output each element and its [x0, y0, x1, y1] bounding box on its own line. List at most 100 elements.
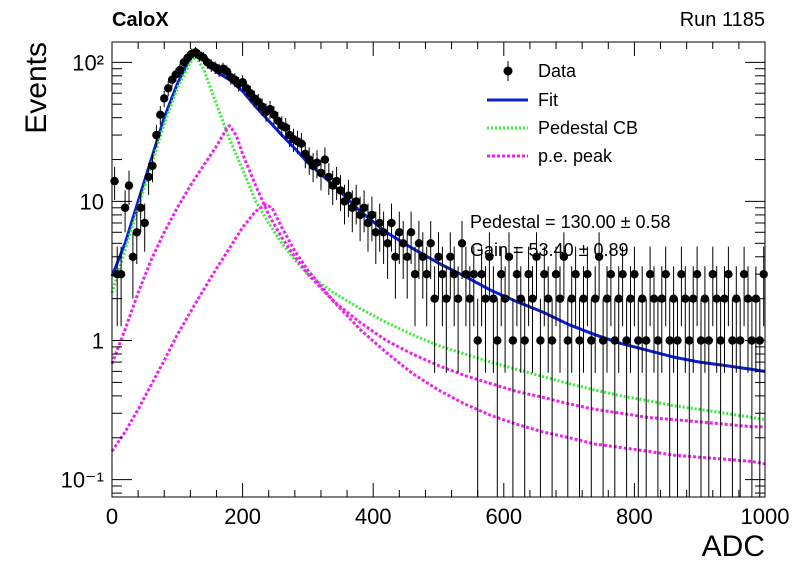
stats-gain: Gain = 53.40 ± 0.89: [470, 240, 629, 260]
data-point: [485, 232, 494, 299]
data-point: [540, 246, 549, 327]
data-marker: [371, 228, 380, 237]
data-point: [532, 232, 541, 299]
data-marker: [638, 294, 647, 303]
data-marker: [477, 270, 486, 279]
data-point: [700, 266, 710, 373]
data-point: [450, 246, 459, 327]
data-marker: [469, 270, 478, 279]
data-point: [410, 246, 420, 327]
data-point: [598, 298, 608, 497]
data-point: [751, 266, 761, 373]
data-marker: [222, 67, 232, 76]
data-marker: [352, 197, 361, 206]
data-marker: [269, 110, 279, 119]
data-marker: [438, 270, 447, 279]
data-marker: [512, 270, 522, 279]
data-marker: [160, 94, 169, 103]
data-marker: [324, 172, 333, 182]
x-tick-label: 800: [616, 504, 653, 529]
data-point: [144, 163, 153, 195]
data-point: [661, 246, 670, 327]
data-marker: [736, 336, 745, 345]
data-marker: [634, 336, 643, 345]
series-line-4: [110, 203, 766, 466]
data-marker: [622, 336, 631, 345]
data-marker: [418, 252, 427, 261]
data-marker: [567, 294, 576, 303]
data-marker: [587, 336, 596, 345]
data-point: [618, 246, 627, 327]
data-marker: [461, 270, 471, 279]
data-point: [493, 298, 502, 497]
data-point: [336, 175, 345, 211]
data-marker: [720, 294, 729, 303]
data-marker: [689, 294, 698, 303]
data-point: [642, 298, 651, 497]
data-point: [696, 298, 706, 497]
data-marker: [136, 203, 145, 212]
x-tick-label: 400: [355, 504, 392, 529]
data-point: [324, 163, 333, 195]
data-point: [630, 246, 639, 327]
data-point: [634, 298, 643, 497]
data-point: [551, 246, 561, 327]
data-point: [352, 184, 361, 225]
data-point: [355, 196, 365, 242]
data-marker: [649, 294, 659, 303]
data-marker: [571, 270, 580, 279]
data-marker: [626, 294, 635, 303]
x-tick-label: 0: [106, 504, 118, 529]
data-point: [442, 266, 451, 373]
data-point: [344, 179, 353, 218]
data-point: [473, 298, 482, 497]
data-marker: [379, 228, 388, 237]
y-tick-label: 1: [92, 329, 104, 354]
data-point: [371, 211, 380, 264]
y-tick-label: 10²: [72, 50, 104, 75]
data-marker: [375, 218, 384, 228]
data-marker: [653, 336, 663, 345]
legend-data-marker: [503, 66, 513, 76]
data-marker: [598, 336, 608, 345]
data-point: [720, 266, 729, 373]
data-point: [591, 266, 600, 373]
data-marker: [544, 294, 553, 303]
data-point: [669, 266, 678, 373]
data-point: [755, 298, 764, 497]
data-point: [434, 232, 443, 299]
data-marker: [618, 270, 627, 279]
data-marker: [434, 252, 443, 261]
data-marker: [606, 270, 616, 279]
data-point: [649, 266, 659, 373]
data-marker: [426, 239, 435, 248]
data-point: [645, 246, 655, 327]
data-marker: [716, 336, 725, 345]
x-axis-title: ADC: [702, 530, 765, 563]
data-point: [504, 232, 514, 299]
x-axis: 0 200 400 600 800 1000: [106, 42, 789, 529]
data-marker: [528, 294, 537, 303]
data-marker: [164, 84, 173, 93]
data-point: [689, 266, 698, 373]
data-point: [379, 211, 388, 264]
data-point: [430, 266, 439, 373]
data-marker: [681, 294, 690, 303]
data-marker: [547, 336, 557, 345]
data-point: [128, 232, 138, 299]
data-marker: [316, 168, 326, 178]
data-point: [743, 266, 753, 373]
data-marker: [743, 294, 753, 303]
data-point: [305, 147, 314, 175]
data-point: [704, 298, 713, 497]
data-marker: [532, 252, 541, 261]
data-marker: [591, 294, 600, 303]
legend-label-pe-peak: p.e. peak: [538, 146, 613, 166]
data-marker: [395, 228, 404, 237]
data-point: [728, 298, 737, 497]
run-label: Run 1185: [680, 9, 765, 31]
data-point: [316, 159, 326, 191]
data-marker: [739, 270, 749, 279]
data-point: [536, 298, 545, 497]
